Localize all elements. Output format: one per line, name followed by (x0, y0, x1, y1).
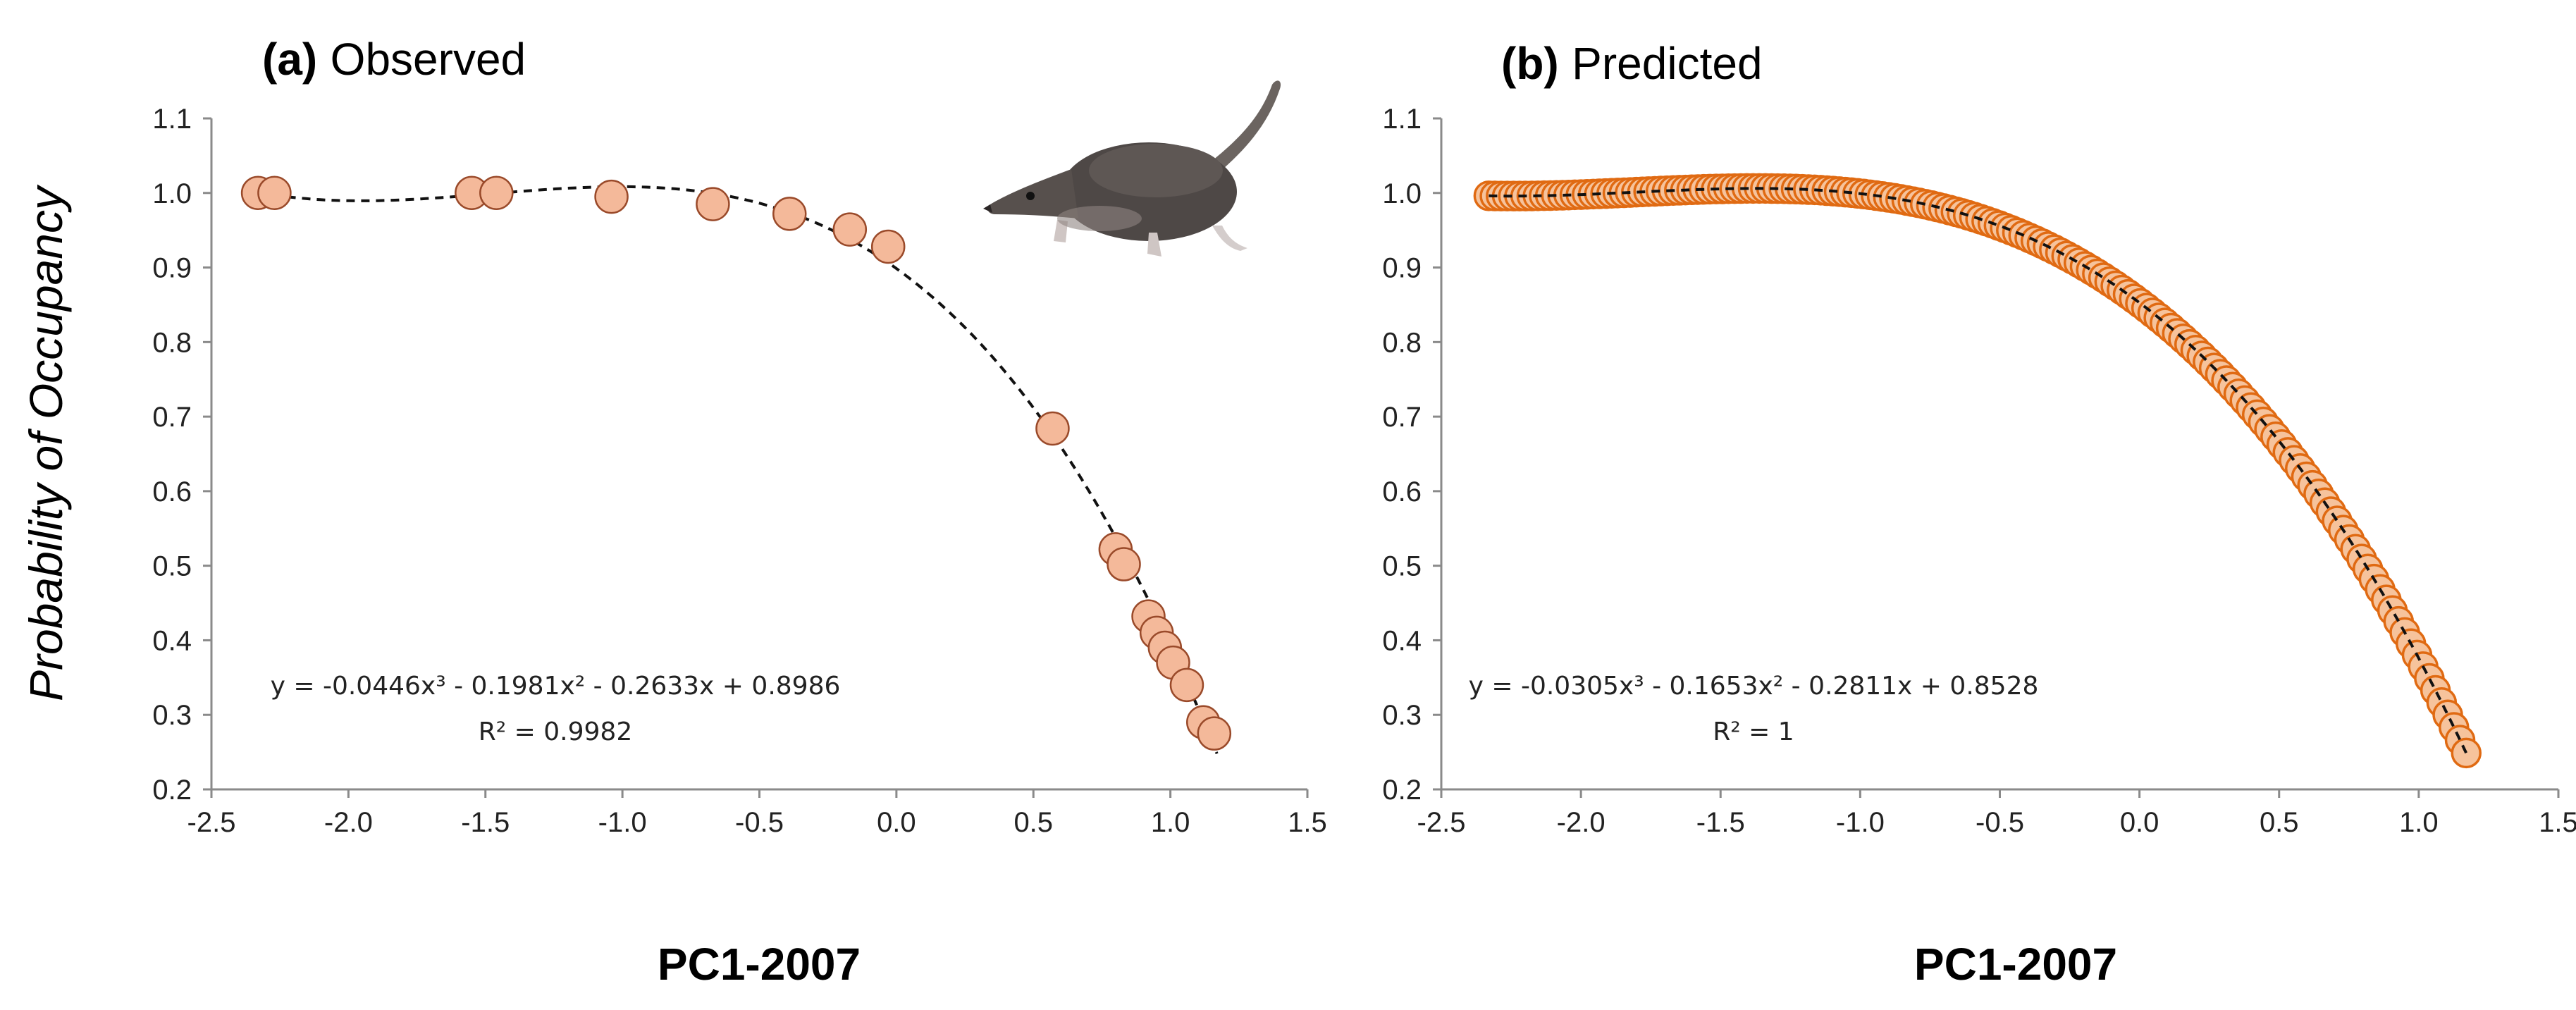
x-axis-label: PC1-2007 (1914, 939, 2117, 990)
y-tick-label: 0.7 (152, 402, 192, 433)
panel-title: (a) Observed (262, 34, 526, 85)
x-tick-label: -1.0 (598, 807, 647, 838)
y-tick-label: 1.1 (1382, 104, 1422, 135)
data-point (1107, 547, 1141, 581)
x-tick-label: -0.5 (735, 807, 784, 838)
y-tick-label: 1.0 (1382, 178, 1422, 209)
axes: 0.2 0.3 0.4 0.5 0.6 0.7 0.8 0.9 1.0 1.1 -2.5 -2.0 -1… (152, 104, 1326, 838)
trendline (257, 185, 1219, 755)
trend-equation: y = -0.0305x³ - 0.1653x² - 0.2811x + 0.8… (1469, 672, 2039, 701)
data-point (832, 212, 868, 247)
y-tick-label: 0.3 (1382, 700, 1422, 731)
trend-line (1489, 187, 2468, 754)
y-tick-label: 0.4 (152, 625, 192, 656)
y-tick-label: 0.5 (152, 551, 192, 582)
data-point (2451, 737, 2482, 769)
y-tick-label: 0.2 (152, 775, 192, 806)
y-tick-label: 1.1 (152, 104, 192, 135)
data-point (1197, 716, 1232, 751)
data-point (479, 175, 514, 211)
data-points (240, 175, 1232, 751)
data-point (1035, 411, 1070, 446)
r-squared: R² = 0.9982 (479, 718, 632, 746)
axes: 0.2 0.3 0.4 0.5 0.6 0.7 0.8 0.9 1.0 1.1 -2.5 -2.0 -1… (1382, 104, 2576, 838)
x-tick-label: -0.5 (1976, 807, 2024, 838)
x-tick-label: 1.0 (1151, 807, 1190, 838)
y-tick-label: 0.6 (152, 476, 192, 507)
panel-observed: (a) Observed 0.2 0.3 0.4 0.5 0.6 0.7 0.8 0.9 1.0… (152, 34, 1326, 990)
x-tick-label: 0.5 (1013, 807, 1053, 838)
panel-name: Observed (331, 34, 526, 85)
data-point (772, 197, 807, 231)
x-tick-label: 0.5 (2260, 807, 2299, 838)
x-tick-label: -1.0 (1836, 807, 1885, 838)
y-tick-label: 0.5 (1382, 551, 1422, 582)
panel-letter: (b) (1501, 38, 1559, 89)
panel-name: Predicted (1572, 38, 1762, 89)
shrew-icon (983, 80, 1281, 257)
y-tick-label: 0.8 (152, 327, 192, 358)
x-tick-label: -2.5 (187, 807, 236, 838)
x-tick-label: -2.0 (324, 807, 373, 838)
y-tick-label: 0.2 (1382, 775, 1422, 806)
x-axis-label: PC1-2007 (658, 939, 861, 990)
y-tick-label: 0.4 (1382, 625, 1422, 656)
r-squared: R² = 1 (1713, 718, 1794, 746)
y-axis-label: Probability of Occupancy (20, 184, 72, 701)
data-point (257, 175, 292, 211)
panel-predicted: (b) Predicted 0.2 0.3 0.4 0.5 0.6 0.7 0.8 0.9 1.… (1382, 38, 2576, 990)
trend-equation: y = -0.0446x³ - 0.1981x² - 0.2633x + 0.8… (271, 672, 841, 701)
x-tick-label: 1.5 (2539, 807, 2576, 838)
trend-line (257, 185, 1219, 755)
x-tick-label: -2.5 (1417, 807, 1466, 838)
x-tick-label: -2.0 (1557, 807, 1606, 838)
data-point (594, 179, 629, 214)
panel-letter: (a) (262, 34, 317, 85)
y-tick-label: 0.9 (152, 253, 192, 284)
x-tick-label: 0.0 (877, 807, 916, 838)
x-tick-label: -1.5 (461, 807, 510, 838)
y-tick-label: 0.6 (1382, 476, 1422, 507)
y-tick-label: 1.0 (152, 178, 192, 209)
data-point (870, 229, 906, 264)
y-tick-label: 0.8 (1382, 327, 1422, 358)
y-tick-label: 0.9 (1382, 253, 1422, 284)
data-point (1169, 667, 1204, 703)
panel-title: (b) Predicted (1501, 38, 1763, 89)
x-tick-label: -1.5 (1696, 807, 1745, 838)
x-tick-label: 1.0 (2399, 807, 2439, 838)
y-tick-label: 0.3 (152, 700, 192, 731)
data-point (696, 187, 730, 221)
trendline (1489, 187, 2468, 754)
y-tick-label: 0.7 (1382, 402, 1422, 433)
x-tick-label: 0.0 (2120, 807, 2159, 838)
x-tick-label: 1.5 (1288, 807, 1327, 838)
